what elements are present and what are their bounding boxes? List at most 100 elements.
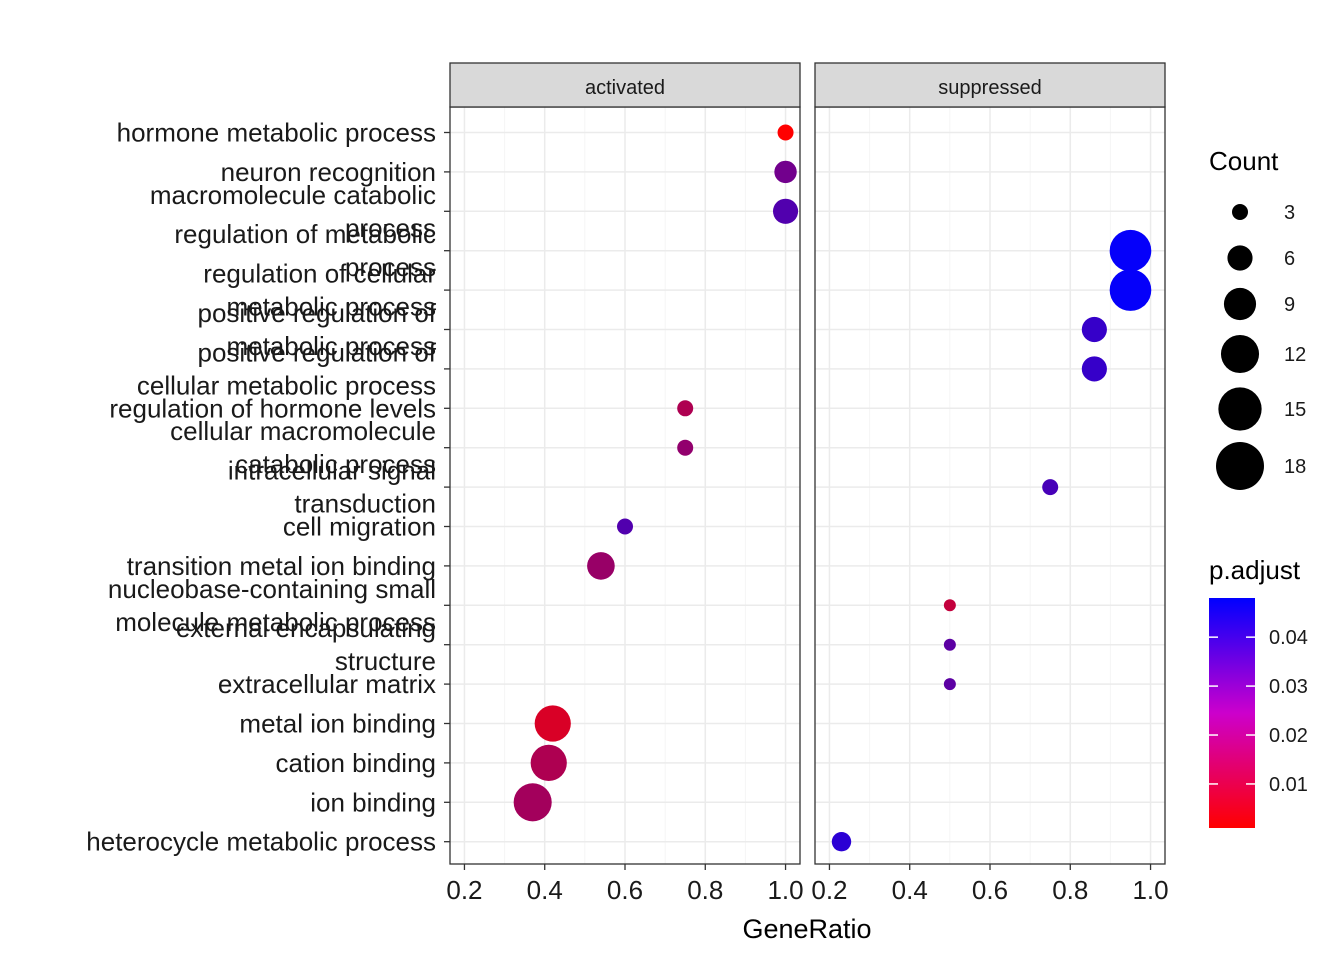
legend-size-label-18: 18 xyxy=(1284,456,1306,478)
y-tick-label-line: regulation of metabolic xyxy=(174,219,436,249)
y-tick-label-line: neuron recognition xyxy=(221,157,436,187)
legend-size-key-12 xyxy=(1220,334,1260,374)
legend-layer: Count 3 6 9 12 15 18 p.adjust 0.01 0.02 0.03 0.04 xyxy=(1209,146,1308,828)
legend-color-label-0.02: 0.02 xyxy=(1269,725,1308,747)
y-tick-label-cell-migration: cell migration xyxy=(283,512,436,542)
point-suppressed-nucleobase-containing-small-molecule-metabolic-process xyxy=(943,599,956,612)
y-tick-label-regulation-of-hormone-levels: regulation of hormone levels xyxy=(109,393,436,423)
point-suppressed-external-encapsulating-structure xyxy=(943,638,956,651)
y-tick-label-line: transduction xyxy=(294,489,436,519)
y-tick-label-line: intracellular signal xyxy=(228,456,436,486)
y-tick-label-cellular-macromolecule-catabolic-process: cellular macromolecule catabolic process xyxy=(170,416,436,479)
facet-label-suppressed: suppressed xyxy=(938,77,1041,99)
point-suppressed-regulation-of-metabolic-process xyxy=(1109,229,1152,272)
x-tick-label-activated: 0.2 xyxy=(446,875,482,905)
legend-size-key-9 xyxy=(1223,287,1257,321)
facet-strip-activated xyxy=(449,62,801,108)
y-tick-label-line: ion binding xyxy=(310,787,436,817)
x-tick-label-activated: 1.0 xyxy=(767,875,803,905)
y-tick-label-line: structure xyxy=(335,646,436,676)
y-tick-label-line: positive regulation of xyxy=(198,337,437,367)
y-tick-label-line: nucleobase-containing small xyxy=(108,574,436,604)
y-tick-label-line: metabolic process xyxy=(226,292,436,322)
y-tick-label-regulation-of-cellular-metabolic-process: regulation of cellular metabolic process xyxy=(203,259,436,322)
legend-size-label-3: 3 xyxy=(1284,202,1295,224)
legend-size-label-15: 15 xyxy=(1284,399,1306,421)
point-suppressed-regulation-of-cellular-metabolic-process xyxy=(1109,269,1152,311)
x-tick-label-suppressed: 1.0 xyxy=(1132,875,1168,905)
y-tick-label-regulation-of-metabolic-process: regulation of metabolic process xyxy=(174,219,436,282)
y-tick-label-positive-regulation-of-cellular-metabolic-process: positive regulation of cellular metabolic… xyxy=(137,337,437,400)
point-activated-neuron-recognition xyxy=(774,160,797,184)
point-activated-cell-migration xyxy=(617,518,633,535)
legend-size-label-6: 6 xyxy=(1284,248,1295,270)
point-suppressed-heterocycle-metabolic-process xyxy=(831,831,852,852)
point-suppressed-intracellular-signal-transduction xyxy=(1042,479,1059,496)
y-tick-label-line: process xyxy=(345,213,436,243)
y-tick-label-transition-metal-ion-binding: transition metal ion binding xyxy=(127,551,436,581)
x-tick-label-suppressed: 0.6 xyxy=(972,875,1008,905)
point-suppressed-positive-regulation-of-cellular-metabolic-process xyxy=(1081,356,1107,382)
y-tick-label-line: metal ion binding xyxy=(239,709,436,739)
point-activated-metal-ion-binding xyxy=(534,705,571,742)
legend-size-key-3 xyxy=(1232,204,1248,220)
point-activated-transition-metal-ion-binding xyxy=(587,552,615,580)
point-activated-regulation-of-hormone-levels xyxy=(677,400,694,417)
y-tick-label-extracellular-matrix: extracellular matrix xyxy=(218,669,436,699)
y-tick-label-line: transition metal ion binding xyxy=(127,551,436,581)
x-tick-label-suppressed: 0.8 xyxy=(1052,875,1088,905)
x-tick-label-activated: 0.8 xyxy=(687,875,723,905)
y-tick-label-line: heterocycle metabolic process xyxy=(86,827,436,857)
legend-size-label-12: 12 xyxy=(1284,344,1306,366)
y-tick-label-cation-binding: cation binding xyxy=(276,748,436,778)
x-tick-label-suppressed: 0.2 xyxy=(811,875,847,905)
y-tick-label-line: external encapsulating xyxy=(176,613,436,643)
y-tick-label-line: regulation of cellular xyxy=(203,259,436,289)
legend-color-label-0.03: 0.03 xyxy=(1269,676,1308,698)
point-activated-cellular-macromolecule-catabolic-process xyxy=(677,439,694,456)
point-activated-hormone-metabolic-process xyxy=(777,124,794,141)
y-tick-label-metal-ion-binding: metal ion binding xyxy=(239,709,436,739)
grid-layer xyxy=(450,107,1165,864)
x-tick-label-suppressed: 0.4 xyxy=(892,875,928,905)
legend-size-key-18 xyxy=(1216,442,1264,490)
y-tick-label-positive-regulation-of-metabolic-process: positive regulation of metabolic process xyxy=(198,298,437,361)
y-tick-label-ion-binding: ion binding xyxy=(310,787,436,817)
point-activated-ion-binding xyxy=(513,783,552,822)
legend-color-label-0.04: 0.04 xyxy=(1269,627,1308,649)
legend-color-title: p.adjust xyxy=(1209,555,1301,585)
y-tick-label-intracellular-signal-transduction: intracellular signal transduction xyxy=(228,456,436,519)
y-tick-label-neuron-recognition: neuron recognition xyxy=(221,157,436,187)
points-layer xyxy=(513,124,1152,852)
y-tick-label-line: cellular macromolecule xyxy=(170,416,436,446)
y-tick-label-nucleobase-containing-small-molecule-metabolic-process: nucleobase-containing small molecule meta… xyxy=(108,574,436,637)
point-activated-macromolecule-catabolic-process xyxy=(772,198,799,224)
facet-label-activated: activated xyxy=(585,77,665,99)
y-tick-label-line: extracellular matrix xyxy=(218,669,436,699)
y-tick-label-line: regulation of hormone levels xyxy=(109,393,436,423)
point-suppressed-extracellular-matrix xyxy=(943,678,956,691)
y-tick-label-line: metabolic process xyxy=(226,331,436,361)
legend-size-label-9: 9 xyxy=(1284,294,1295,316)
x-tick-label-activated: 0.6 xyxy=(607,875,643,905)
y-tick-label-macromolecule-catabolic-process: macromolecule catabolic process xyxy=(150,180,436,243)
y-tick-label-line: positive regulation of xyxy=(198,298,437,328)
x-axis-title: GeneRatio xyxy=(742,914,871,944)
y-tick-label-line: cell migration xyxy=(283,512,436,542)
y-tick-label-line: hormone metabolic process xyxy=(117,118,436,148)
legend-size-title: Count xyxy=(1209,146,1279,176)
legend-size-key-6 xyxy=(1227,245,1253,271)
y-tick-label-line: macromolecule catabolic xyxy=(150,180,436,210)
legend-size-key-15 xyxy=(1218,387,1262,431)
x-tick-label-activated: 0.4 xyxy=(527,875,563,905)
legend-color-label-0.01: 0.01 xyxy=(1269,774,1308,796)
y-tick-label-external-encapsulating-structure: external encapsulating structure xyxy=(176,613,436,676)
point-activated-cation-binding xyxy=(530,744,567,781)
y-tick-label-line: cation binding xyxy=(276,748,436,778)
y-tick-label-hormone-metabolic-process: hormone metabolic process xyxy=(117,118,436,148)
legend-colorbar xyxy=(1209,598,1255,828)
axes-layer: 0.2 0.4 0.6 0.8 1.0 0.2 0.4 0.6 0.8 1.0 hormone me… xyxy=(86,118,1168,945)
facet-strip-suppressed xyxy=(814,62,1166,108)
